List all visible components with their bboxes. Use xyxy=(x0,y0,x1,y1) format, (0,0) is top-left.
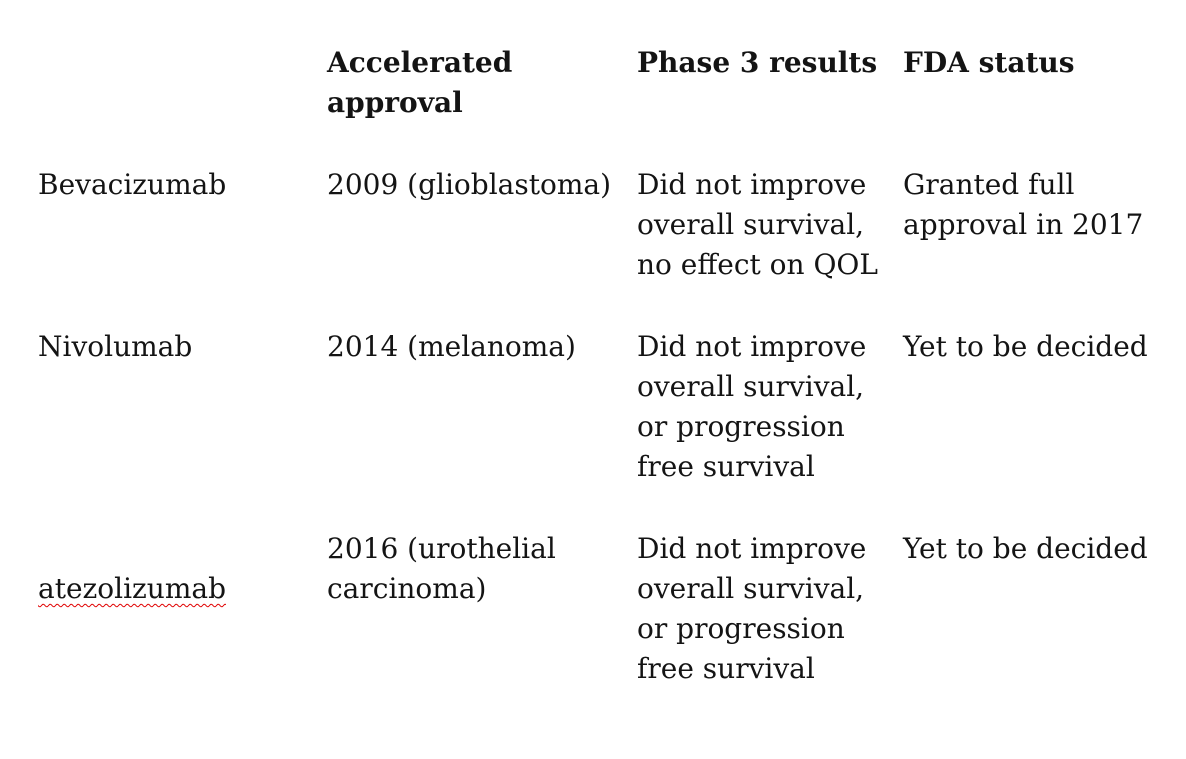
cell-status-nivolumab: Yet to be decided xyxy=(903,330,1148,363)
cell-phase3-bevacizumab: Did not improve overall survival, no eff… xyxy=(637,168,878,281)
cell-phase3-nivolumab: Did not improve overall survival, or pro… xyxy=(637,330,867,483)
cell-approval-bevacizumab: 2009 (glioblastoma) xyxy=(327,168,611,201)
drug-approval-table: Accelerated approval Phase 3 results FDA… xyxy=(38,43,1148,731)
cell-drug-atezolizumab: atezolizumab xyxy=(38,529,327,731)
header-cell-fda-status: FDA status xyxy=(903,46,1075,79)
cell-status-bevacizumab: Granted full approval in 2017 xyxy=(903,168,1144,241)
header-cell-empty xyxy=(38,43,327,165)
cell-phase3-atezolizumab: Did not improve overall survival, or pro… xyxy=(637,532,867,685)
cell-approval-nivolumab: 2014 (melanoma) xyxy=(327,330,576,363)
header-cell-accelerated-approval: Accelerated approval xyxy=(327,46,513,119)
cell-status-atezolizumab: Yet to be decided xyxy=(903,532,1148,565)
cell-drug-bevacizumab: Bevacizumab xyxy=(38,168,227,201)
misspelled-word-atezolizumab[interactable]: atezolizumab xyxy=(38,572,226,605)
header-cell-phase3-results: Phase 3 results xyxy=(637,46,878,79)
cell-drug-nivolumab: Nivolumab xyxy=(38,330,193,363)
cell-approval-atezolizumab: 2016 (urothelial carcinoma) xyxy=(327,532,556,605)
